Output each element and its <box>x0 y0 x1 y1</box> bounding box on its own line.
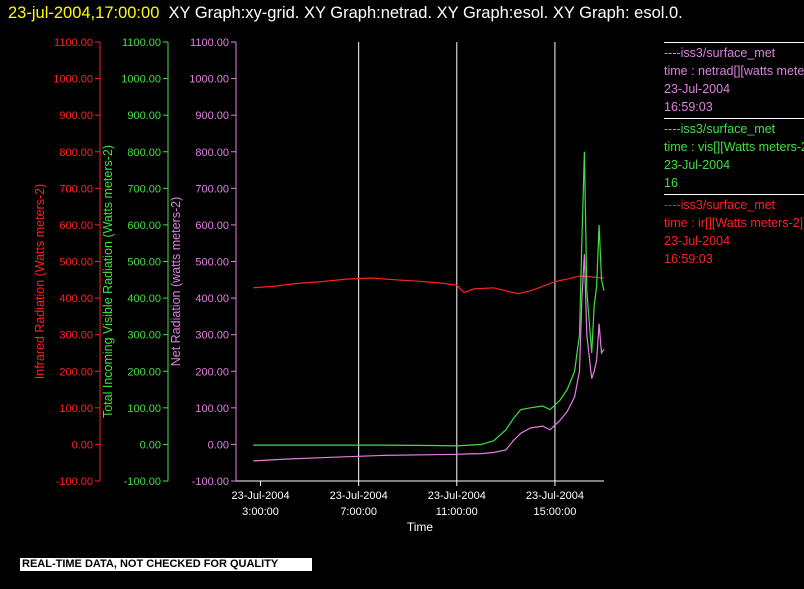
legend-text: 23-Jul-2004 <box>664 234 731 248</box>
chart-title: 23-jul-2004,17:00:00 XY Graph:xy-grid. X… <box>8 3 768 24</box>
x-tick-label: 23-Jul-2004 <box>231 490 289 502</box>
legend-text: 16:59:03 <box>664 252 713 266</box>
x-tick-label: 23-Jul-2004 <box>330 490 388 502</box>
y-tick-label: 300.00 <box>59 330 93 342</box>
y-tick-label: 100.00 <box>59 403 93 415</box>
y-tick-label: 0.00 <box>140 439 161 451</box>
legend-text: ----iss3/surface_met <box>664 122 776 136</box>
x-tick-label: 15:00:00 <box>534 506 577 518</box>
quality-disclaimer: REAL-TIME DATA, NOT CHECKED FOR QUALITY <box>20 558 312 571</box>
y-tick-label: 500.00 <box>195 257 229 269</box>
y-tick-label: -100.00 <box>192 476 229 488</box>
legend-text: 16:59:03 <box>664 100 713 114</box>
y-axis-label: Total Incoming Visible Radiation (Watts … <box>101 145 115 418</box>
x-tick-label: 3:00:00 <box>242 506 279 518</box>
y-tick-label: 300.00 <box>127 330 161 342</box>
y-tick-label: 500.00 <box>127 257 161 269</box>
series-line-vis <box>253 151 605 447</box>
y-axis-label: Infrared Radiation (Watts meters-2) <box>33 184 47 379</box>
y-axis-label: Net Radiation (watts meters-2) <box>169 197 183 367</box>
y-tick-label: 300.00 <box>195 330 229 342</box>
y-tick-label: 0.00 <box>72 439 93 451</box>
y-tick-label: -100.00 <box>56 476 93 488</box>
legend-text: 23-Jul-2004 <box>664 158 731 172</box>
y-tick-label: 0.00 <box>208 439 229 451</box>
y-tick-label: 600.00 <box>195 220 229 232</box>
series-line-netrad <box>253 254 605 462</box>
y-tick-label: 900.00 <box>127 110 161 122</box>
title-graphs: XY Graph:xy-grid. XY Graph:netrad. XY Gr… <box>168 4 683 22</box>
x-tick-label: 23-Jul-2004 <box>526 490 584 502</box>
y-tick-label: 800.00 <box>59 147 93 159</box>
y-tick-label: 700.00 <box>127 183 161 195</box>
x-tick-label: 7:00:00 <box>340 506 377 518</box>
y-tick-label: 700.00 <box>195 183 229 195</box>
y-tick-label: 1000.00 <box>53 74 93 86</box>
y-tick-label: 100.00 <box>127 403 161 415</box>
y-tick-label: 100.00 <box>195 403 229 415</box>
legend-text: ----iss3/surface_met <box>664 198 776 212</box>
y-tick-label: 400.00 <box>127 293 161 305</box>
legend-text: time : ir[][Watts meters-2] <box>664 216 804 230</box>
legend-text: time : netrad[][watts meters-2] <box>664 64 804 78</box>
y-tick-label: 900.00 <box>59 110 93 122</box>
y-tick-label: 1100.00 <box>190 37 229 49</box>
y-tick-label: 900.00 <box>195 110 229 122</box>
y-tick-label: 200.00 <box>59 366 93 378</box>
legend-text: 16 <box>664 176 678 190</box>
x-axis-label: Time <box>407 520 434 534</box>
y-tick-label: 800.00 <box>195 147 229 159</box>
legend-text: time : vis[][Watts meters-2] <box>664 140 804 154</box>
y-tick-label: 700.00 <box>59 183 93 195</box>
y-tick-label: 500.00 <box>59 257 93 269</box>
legend-text: ----iss3/surface_met <box>664 46 776 60</box>
y-tick-label: 400.00 <box>195 293 229 305</box>
y-tick-label: 600.00 <box>59 220 93 232</box>
legend-text: 23-Jul-2004 <box>664 82 731 96</box>
y-tick-label: -100.00 <box>124 476 161 488</box>
y-tick-label: 1100.00 <box>54 37 93 49</box>
y-tick-label: 200.00 <box>195 366 229 378</box>
y-tick-label: 600.00 <box>127 220 161 232</box>
y-tick-label: 1000.00 <box>121 74 161 86</box>
y-tick-label: 1100.00 <box>122 37 161 49</box>
y-tick-label: 200.00 <box>127 366 161 378</box>
timestamp: 23-jul-2004,17:00:00 <box>8 4 160 22</box>
series-line-ir <box>253 275 605 295</box>
y-tick-label: 1000.00 <box>189 74 229 86</box>
y-tick-label: 400.00 <box>59 293 93 305</box>
y-tick-label: 800.00 <box>127 147 161 159</box>
x-tick-label: 11:00:00 <box>436 506 478 518</box>
x-tick-label: 23-Jul-2004 <box>428 490 486 502</box>
